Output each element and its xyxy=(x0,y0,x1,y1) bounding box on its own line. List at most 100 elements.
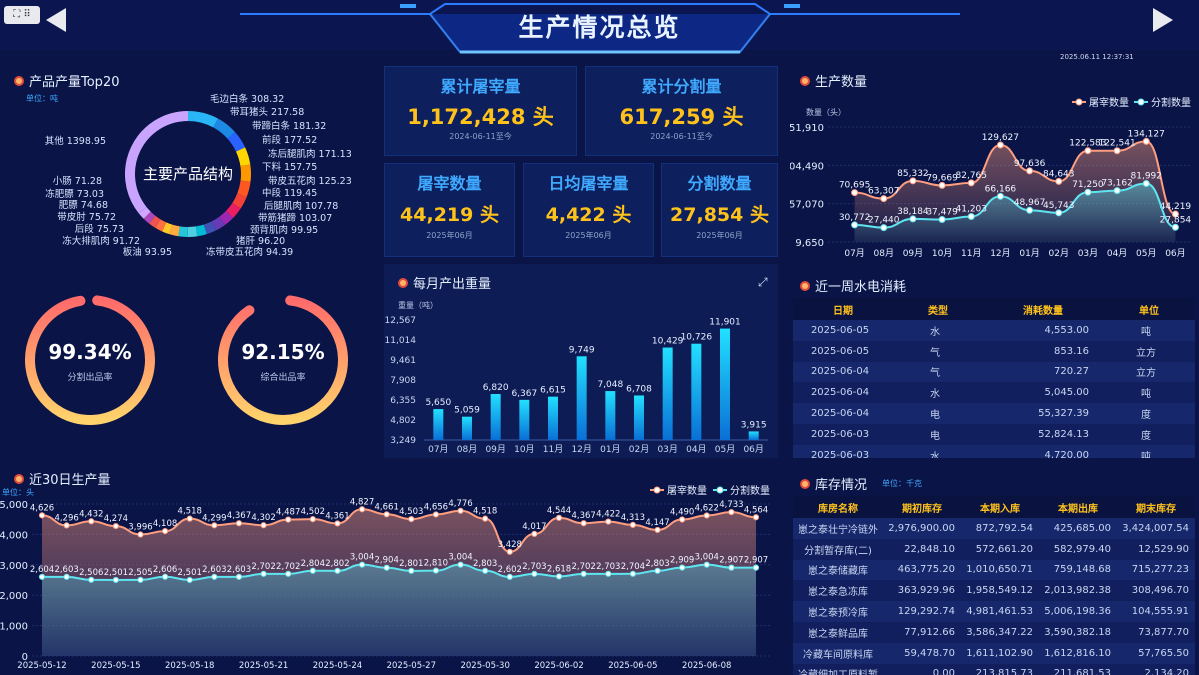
data-point[interactable] xyxy=(457,507,464,514)
donut-slice[interactable] xyxy=(219,210,234,225)
donut-slice[interactable] xyxy=(162,222,173,235)
bar[interactable] xyxy=(662,347,673,440)
data-point[interactable] xyxy=(38,512,46,519)
data-point[interactable] xyxy=(309,516,316,523)
data-point[interactable] xyxy=(967,179,975,187)
data-point[interactable] xyxy=(358,506,366,513)
donut-slice[interactable] xyxy=(187,226,198,237)
bar[interactable] xyxy=(720,328,730,440)
data-point[interactable] xyxy=(1084,147,1092,155)
data-point[interactable] xyxy=(851,221,859,229)
bar[interactable] xyxy=(691,343,702,440)
data-point[interactable] xyxy=(408,516,415,523)
data-point[interactable] xyxy=(580,520,587,527)
data-point[interactable] xyxy=(457,561,464,568)
data-point[interactable] xyxy=(88,576,95,583)
data-point[interactable] xyxy=(88,518,95,525)
data-point[interactable] xyxy=(629,570,636,577)
bar[interactable] xyxy=(634,395,644,440)
bar[interactable] xyxy=(748,431,759,440)
data-point[interactable] xyxy=(260,522,267,529)
donut-slice[interactable] xyxy=(149,215,161,228)
data-point[interactable] xyxy=(851,189,859,197)
donut-slice[interactable] xyxy=(195,224,207,237)
data-point[interactable] xyxy=(752,564,760,571)
data-point[interactable] xyxy=(506,548,513,555)
bar[interactable] xyxy=(548,396,558,440)
data-point[interactable] xyxy=(728,509,735,516)
donut-slice[interactable] xyxy=(169,224,180,237)
data-point[interactable] xyxy=(432,511,440,518)
data-point[interactable] xyxy=(880,195,888,203)
data-point[interactable] xyxy=(482,515,489,522)
donut-slice[interactable] xyxy=(237,180,251,198)
prev-arrow-icon[interactable] xyxy=(46,8,66,32)
data-point[interactable] xyxy=(654,526,661,534)
data-point[interactable] xyxy=(1113,187,1121,195)
data-point[interactable] xyxy=(334,567,341,574)
data-point[interactable] xyxy=(285,516,292,523)
data-point[interactable] xyxy=(186,576,193,584)
data-point[interactable] xyxy=(555,573,563,580)
donut-slice[interactable] xyxy=(155,219,167,232)
data-point[interactable] xyxy=(909,177,917,185)
data-point[interactable] xyxy=(909,215,917,223)
donut-slice[interactable] xyxy=(235,147,251,167)
data-point[interactable] xyxy=(1026,206,1034,214)
data-point[interactable] xyxy=(186,515,193,522)
data-point[interactable] xyxy=(211,522,218,529)
data-point[interactable] xyxy=(211,573,218,580)
donut-slice[interactable] xyxy=(125,111,189,214)
donut-slice[interactable] xyxy=(225,202,241,218)
data-point[interactable] xyxy=(1171,210,1179,218)
donut-slice[interactable] xyxy=(212,118,236,139)
data-point[interactable] xyxy=(1142,137,1150,145)
data-point[interactable] xyxy=(334,520,341,527)
inventory-table-wrap[interactable]: 库房名称 期初库存 本期入库 本期出库 期末库存 崽之泰壮宁冷链外 2,976,9… xyxy=(793,496,1195,675)
next-arrow-icon[interactable] xyxy=(1153,8,1173,32)
data-point[interactable] xyxy=(531,530,538,537)
data-point[interactable] xyxy=(309,567,316,574)
data-point[interactable] xyxy=(605,518,612,525)
data-point[interactable] xyxy=(679,564,686,571)
data-point[interactable] xyxy=(1026,167,1034,175)
data-point[interactable] xyxy=(285,570,292,577)
data-point[interactable] xyxy=(358,561,366,568)
donut-slice[interactable] xyxy=(138,207,151,219)
data-point[interactable] xyxy=(235,573,243,580)
data-point[interactable] xyxy=(703,512,710,519)
data-point[interactable] xyxy=(605,570,612,577)
expand-icon[interactable]: ⤢ xyxy=(758,275,768,289)
data-point[interactable] xyxy=(629,521,636,528)
bar[interactable] xyxy=(519,399,530,440)
data-point[interactable] xyxy=(112,522,119,530)
donut-slice[interactable] xyxy=(203,221,217,235)
data-point[interactable] xyxy=(938,181,946,189)
data-point[interactable] xyxy=(752,514,760,521)
data-point[interactable] xyxy=(580,570,587,577)
utilities-table-wrap[interactable]: 日期 类型 消耗数量 单位 2025-06-05 水 4,553.00 吨 2025-0… xyxy=(793,298,1195,458)
data-point[interactable] xyxy=(383,564,390,571)
data-point[interactable] xyxy=(1171,223,1179,231)
donut-slice[interactable] xyxy=(187,111,218,128)
toolbar-toggle[interactable]: ⛶ ⠿ xyxy=(4,6,40,24)
data-point[interactable] xyxy=(63,522,70,529)
data-point[interactable] xyxy=(654,567,661,574)
data-point[interactable] xyxy=(1055,209,1063,217)
data-point[interactable] xyxy=(482,567,489,574)
bar[interactable] xyxy=(462,416,472,440)
data-point[interactable] xyxy=(1113,147,1121,155)
data-point[interactable] xyxy=(432,567,440,574)
data-point[interactable] xyxy=(938,216,946,224)
data-point[interactable] xyxy=(880,224,888,232)
donut-slice[interactable] xyxy=(178,226,188,237)
data-point[interactable] xyxy=(703,561,710,568)
data-point[interactable] xyxy=(531,570,538,577)
data-point[interactable] xyxy=(63,573,70,580)
data-point[interactable] xyxy=(162,573,169,580)
donut-slice[interactable] xyxy=(240,164,251,182)
data-point[interactable] xyxy=(137,576,144,583)
data-point[interactable] xyxy=(260,570,267,577)
data-point[interactable] xyxy=(1084,188,1092,196)
data-point[interactable] xyxy=(555,514,563,521)
